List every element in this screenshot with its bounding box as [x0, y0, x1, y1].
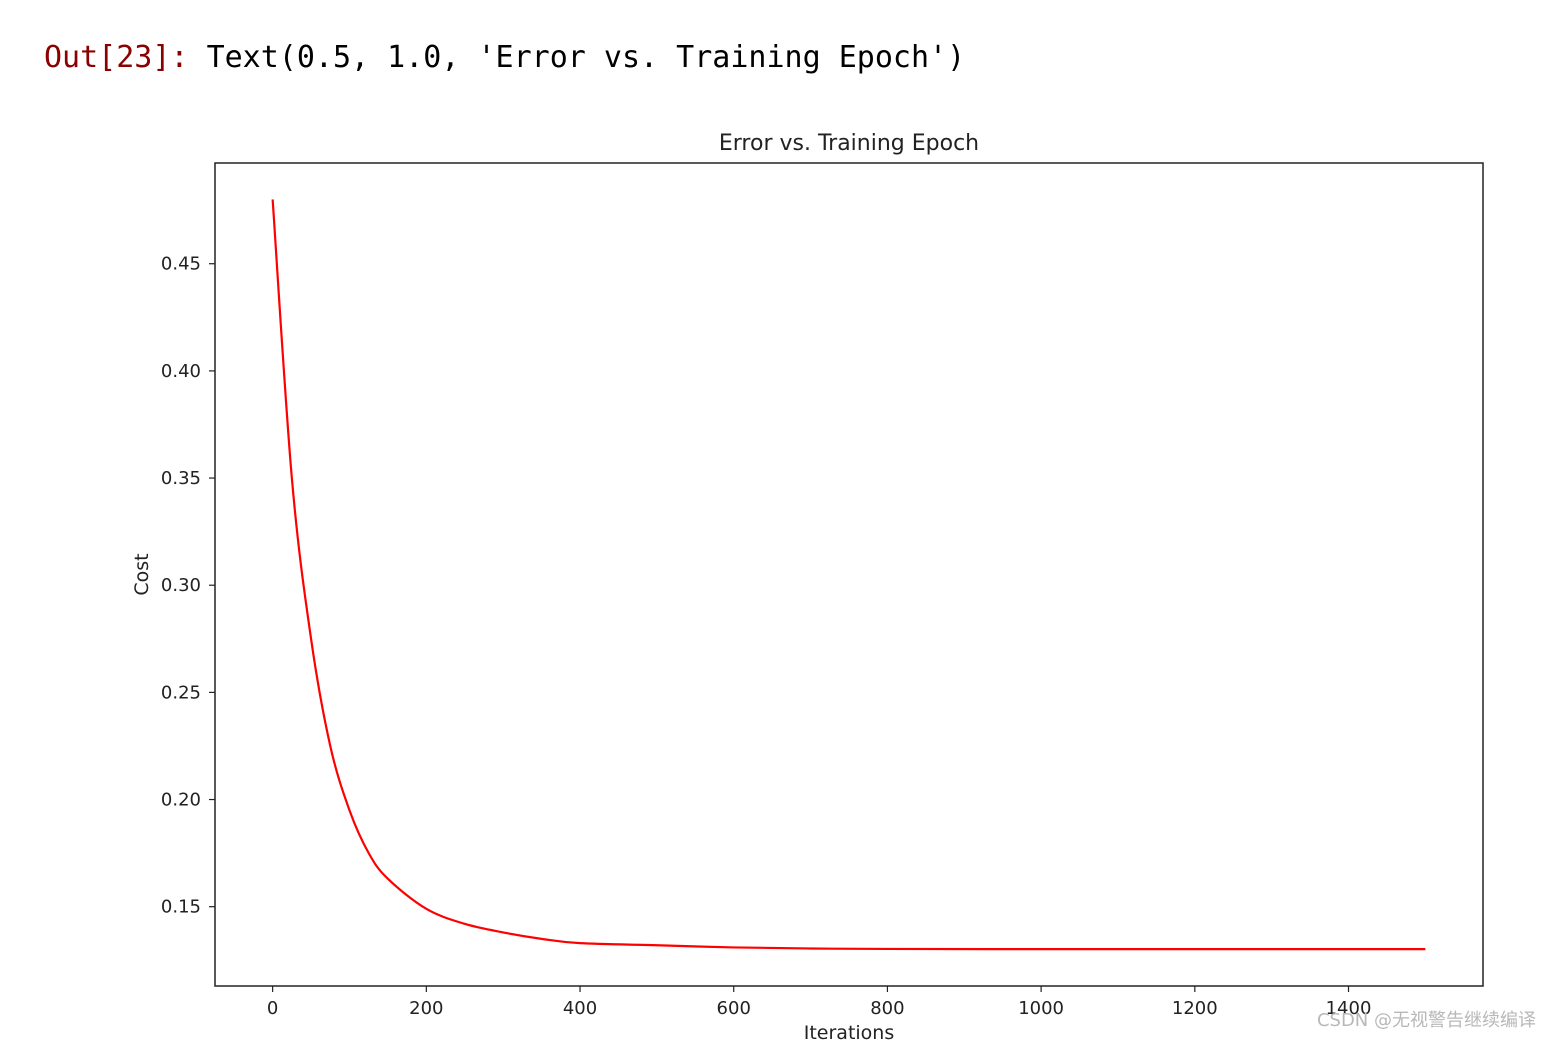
- y-tick-label: 0.30: [161, 575, 201, 596]
- x-tick-label: 200: [409, 998, 443, 1019]
- x-tick-label: 1000: [1018, 998, 1064, 1019]
- y-tick-label: 0.35: [161, 468, 201, 489]
- y-tick-label: 0.15: [161, 897, 201, 918]
- output-text: Text(0.5, 1.0, 'Error vs. Training Epoch…: [206, 40, 966, 75]
- y-tick-label: 0.25: [161, 682, 201, 703]
- plot-frame: [214, 162, 1484, 987]
- series-line-cost: [271, 199, 1426, 951]
- x-tick-label: 1400: [1326, 998, 1372, 1019]
- output-line: Out[23]: Text(0.5, 1.0, 'Error vs. Train…: [44, 36, 965, 80]
- y-tick-label: 0.20: [161, 790, 201, 811]
- y-tick-label: 0.40: [161, 361, 201, 382]
- x-axis-ticks: 0 200 400 600 800 1000 1200 1400: [267, 986, 1372, 1019]
- x-tick-label: 0: [267, 998, 278, 1019]
- x-tick-label: 1200: [1172, 998, 1218, 1019]
- watermark: CSDN @无视警告继续编译: [1316, 1010, 1536, 1031]
- x-tick-label: 800: [870, 998, 904, 1019]
- x-axis-label: Iterations: [804, 1022, 895, 1040]
- y-tick-label: 0.45: [161, 254, 201, 275]
- x-tick-label: 600: [717, 998, 751, 1019]
- y-axis-ticks: 0.15 0.20 0.25 0.30 0.35 0.40 0.45: [161, 254, 215, 918]
- output-prompt: Out[23]:: [44, 40, 189, 75]
- y-axis-label: Cost: [131, 553, 153, 595]
- chart-title: Error vs. Training Epoch: [719, 131, 979, 156]
- x-tick-label: 400: [563, 998, 597, 1019]
